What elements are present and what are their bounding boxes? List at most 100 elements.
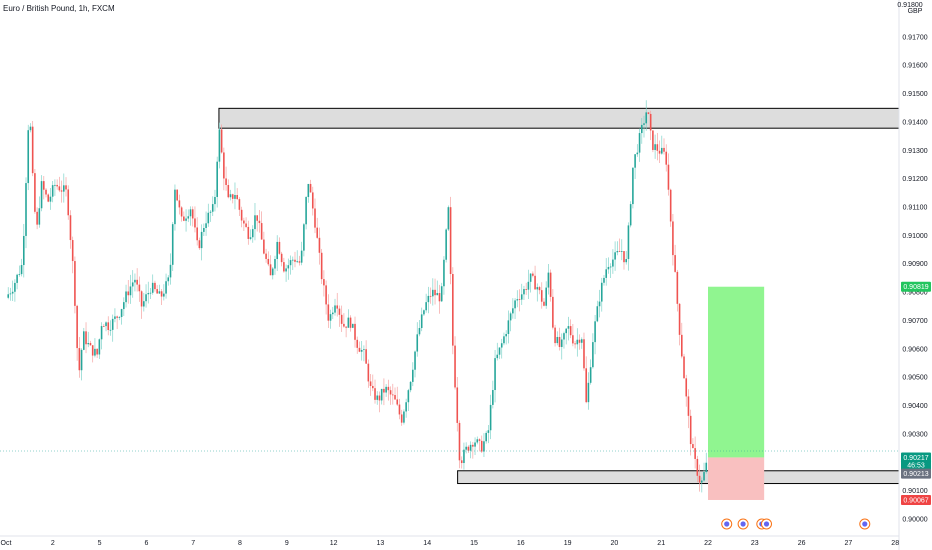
candle-body [365,349,367,364]
candle-body [360,349,363,352]
candle-body [62,185,65,192]
candle-body [625,259,628,263]
candle-body [87,342,90,345]
candle-body [67,189,70,216]
price-tag [901,460,931,471]
support-zone[interactable] [457,470,900,485]
candle-body [549,272,552,297]
candle-body [594,321,596,343]
candle-body [40,181,43,209]
time-tick-label: 16 [517,540,525,547]
candle-body [627,225,630,260]
time-axis[interactable]: Oct 2 5 6 7 8 9 12 13 14 15 16 19 20 21 22 23 26 27 28 [1,540,900,547]
candle-body [207,212,210,224]
resistance-zone[interactable] [218,107,900,129]
candle-body [374,388,376,400]
candle-body [49,196,52,202]
candle-body [343,323,345,327]
candle-body [658,150,661,154]
currency-label: GBP [908,8,923,15]
candle-body [171,224,174,265]
position-target-area[interactable] [708,286,765,458]
candle-body [603,277,605,283]
price-tag-label: 46:53 [907,463,925,470]
candle-body [149,292,152,294]
position-stop-area[interactable] [708,457,765,500]
candle-body [672,221,674,256]
candle-body [254,215,256,230]
candle-body [103,326,105,327]
candle-body [380,388,383,401]
candle-body [438,293,441,302]
candle-body [363,349,365,351]
candle-body [669,189,672,222]
candle-body [443,259,445,287]
candle-body [25,183,27,236]
candle-body [623,251,625,263]
candle-body [476,439,479,443]
candle-body [65,185,67,190]
candle-body [160,291,163,297]
candle-body [636,152,639,155]
candle-body [383,388,385,393]
candle-body [583,339,585,369]
candle-body [80,349,83,371]
candle-body [414,351,416,370]
candle-body [89,342,92,346]
candle-body [371,385,374,389]
price-tick-label: 0.91600 [902,63,927,70]
price-tick-label: 0.91100 [903,205,928,212]
candle-body [565,328,567,334]
candle-body [251,229,254,238]
candle-body [20,265,23,275]
candle-body [294,259,296,262]
candle-body [91,345,94,356]
candle-body [347,317,350,328]
candle-body [240,209,243,221]
candle-body [412,369,414,382]
candle-body [587,382,590,403]
candle-body [298,261,301,263]
candle-body [194,218,196,228]
candle-body [434,289,436,296]
candle-body [540,290,543,302]
candle-body [480,440,483,452]
candle-body [556,336,559,344]
candle-body [351,323,354,328]
candle-body [327,304,330,321]
candle-body [692,444,694,449]
candle-body [225,178,227,186]
position-layer [708,286,765,500]
candle-body [472,444,474,447]
candle-body [454,345,456,388]
candle-body [140,291,143,307]
candle-body [285,268,287,272]
price-axis[interactable]: 0.91700 0.91600 0.91500 0.91400 0.91300 0.912… [902,34,927,523]
candle-body [698,475,701,483]
candle-body [118,316,121,318]
candle-body [307,183,310,198]
price-tick-label: 0.90700 [902,318,927,325]
candle-body [563,333,565,340]
candle-body [218,129,221,162]
candle-body [500,343,503,348]
candle-body [523,289,525,295]
candle-body [683,356,685,379]
candle-body [618,251,621,252]
candle-body [245,223,247,227]
candle-body [496,354,499,359]
candle-body [265,253,267,259]
chart-title: Euro / British Pound, 1h, FXCM [3,4,115,13]
price-tick-label: 0.90400 [902,403,927,410]
event-markers[interactable] [721,518,871,530]
candle-body [503,336,505,344]
candle-body [336,305,339,309]
candle-body [585,368,588,403]
candle-body [187,216,190,219]
candle-body [494,358,496,391]
candle-body [545,287,547,306]
candle-body [558,336,561,347]
economic-event-dot [740,521,746,527]
candle-body [258,220,261,224]
